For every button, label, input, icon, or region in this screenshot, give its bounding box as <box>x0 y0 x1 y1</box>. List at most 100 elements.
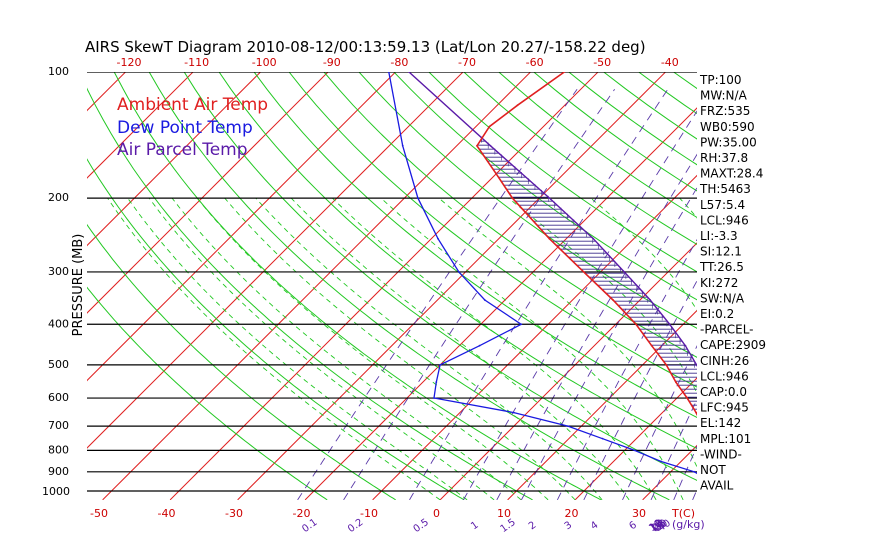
diagram-grid <box>87 72 870 500</box>
stability-index-item: WB0:590 <box>700 120 755 134</box>
ambient-temp-line-point <box>675 381 677 384</box>
stability-index-item: EI:0.2 <box>700 307 734 321</box>
dewpoint-temp-line-point <box>435 381 438 384</box>
pressure-tick-label: 800 <box>48 443 69 456</box>
ambient-temp-line-point <box>516 104 519 107</box>
dry-adiabat-line <box>498 72 697 219</box>
bottom-temp-tick-label: -50 <box>90 507 108 520</box>
dewpoint-temp-line-point <box>478 344 481 347</box>
mixing-ratio-line <box>496 153 697 500</box>
stability-index-item: CAPE:2909 <box>700 338 766 352</box>
dewpoint-temp-line-point <box>512 411 515 414</box>
dewpoint-temp-line-point <box>457 271 460 273</box>
bottom-temp-tick-label: -20 <box>293 507 311 520</box>
dewpoint-temp-line-point <box>433 397 435 399</box>
moist-adiabat-line <box>127 197 468 500</box>
dry-adiabat-line <box>849 72 870 500</box>
dry-adiabat-line <box>463 72 697 245</box>
dewpoint-temp-line-point <box>659 460 662 463</box>
bottom-temp-tick-label: 10 <box>497 507 511 520</box>
pressure-tick-label: 100 <box>48 65 69 78</box>
top-temp-tick-label: -60 <box>526 56 544 69</box>
stability-index-item: CINH:26 <box>700 354 749 368</box>
mixing-ratio-tick-label: 0.5 <box>412 517 431 535</box>
stability-index-item: TH:5463 <box>699 182 751 196</box>
dry-adiabat-line <box>87 286 328 500</box>
ambient-temp-line-point <box>650 344 653 347</box>
dewpoint-temp-line <box>388 72 697 475</box>
parcel-temp-line-point <box>751 471 753 473</box>
stability-index-item: FRZ:535 <box>700 104 750 118</box>
isotherm-line <box>237 72 667 500</box>
moist-adiabat-line <box>590 197 697 311</box>
dewpoint-temp-line-point <box>416 197 419 200</box>
mixing-ratio-line <box>463 110 697 500</box>
top-temp-tick-label: -110 <box>184 56 209 69</box>
mixing-ratio-line <box>650 398 697 500</box>
isotherm-line <box>507 309 697 500</box>
mixing-ratio-line <box>673 445 697 500</box>
ambient-temp-line-point <box>476 144 478 147</box>
top-temp-tick-label: -40 <box>661 56 679 69</box>
parcel-temp-line-point <box>623 271 626 273</box>
dewpoint-temp-line-point <box>437 237 439 240</box>
isotherm-line <box>169 72 599 500</box>
mixing-ratio-line <box>772 89 870 500</box>
mixing-ratio-line <box>793 89 870 500</box>
isotherm-line <box>87 72 397 382</box>
mixing-ratio-line <box>343 89 615 500</box>
dry-adiabat-line <box>218 72 697 450</box>
ambient-temp-line-point <box>732 476 734 478</box>
dewpoint-temp-line-point <box>439 363 442 366</box>
parcel-temp-line-point <box>695 363 697 366</box>
ambient-temp-line-point <box>665 363 668 366</box>
mixing-ratio-tick-label: 6 <box>627 520 639 533</box>
mixing-ratio-tick-label: 4 <box>589 520 601 533</box>
dry-adiabat-line <box>288 72 697 388</box>
isotherm-line <box>102 72 532 500</box>
isotherm-line <box>439 242 697 500</box>
parcel-temp-line-point <box>548 197 551 200</box>
pressure-tick-label: 200 <box>48 191 69 204</box>
axes: 1002003004005006007008009001000PRESSURE … <box>42 56 705 535</box>
parcel-temp-line-point <box>744 461 746 463</box>
moist-adiabat-line <box>828 198 845 500</box>
parcel-temp-line-point <box>758 481 760 483</box>
stability-index-item: SW:N/A <box>700 291 745 305</box>
ambient-temp-line-point <box>511 197 514 200</box>
dewpoint-temp-line-point <box>520 323 523 326</box>
stability-index-item: PW:35.00 <box>700 135 757 149</box>
top-temp-tick-label: -120 <box>117 56 142 69</box>
top-temp-tick-label: -70 <box>458 56 476 69</box>
moist-adiabat-line <box>224 197 576 500</box>
stability-index-item: MW:N/A <box>700 89 748 103</box>
mixing-ratio-line <box>409 89 669 500</box>
chart-title: AIRS SkewT Diagram 2010-08-12/00:13:59.1… <box>85 38 646 56</box>
dry-adiabat-line <box>779 72 870 500</box>
stability-index-item: LCL:946 <box>700 369 749 383</box>
bottom-temp-tick-label: -30 <box>225 507 243 520</box>
top-temp-tick-label: -90 <box>323 56 341 69</box>
ambient-temp-line-point <box>488 125 491 128</box>
top-temp-tick-label: -50 <box>593 56 611 69</box>
dry-adiabat-line <box>744 72 870 500</box>
parcel-temp-line-point <box>684 344 687 347</box>
moist-adiabat-line <box>255 197 603 500</box>
stability-index-item: LCL:946 <box>700 213 749 227</box>
ambient-temp-line-point <box>563 72 566 73</box>
top-temp-tick-label: -100 <box>252 56 277 69</box>
isotherm-line <box>87 72 464 449</box>
dry-adiabat-line <box>87 223 396 500</box>
moist-adiabat-line <box>290 197 630 500</box>
stability-index-item: NOT <box>700 463 726 477</box>
isotherm-line <box>87 72 262 247</box>
legend-parcel-temp: Air Parcel Temp <box>117 140 248 160</box>
ambient-temp-line-point <box>686 397 688 399</box>
stability-index-item: AVAIL <box>700 479 734 493</box>
stability-index-item: -WIND- <box>700 447 742 461</box>
dry-adiabat-line <box>323 72 697 358</box>
ambient-temp-line-point <box>635 323 637 326</box>
parcel-temp-line-point <box>489 144 492 147</box>
dry-adiabat-line <box>113 72 602 500</box>
dewpoint-temp-line-point <box>567 425 569 427</box>
